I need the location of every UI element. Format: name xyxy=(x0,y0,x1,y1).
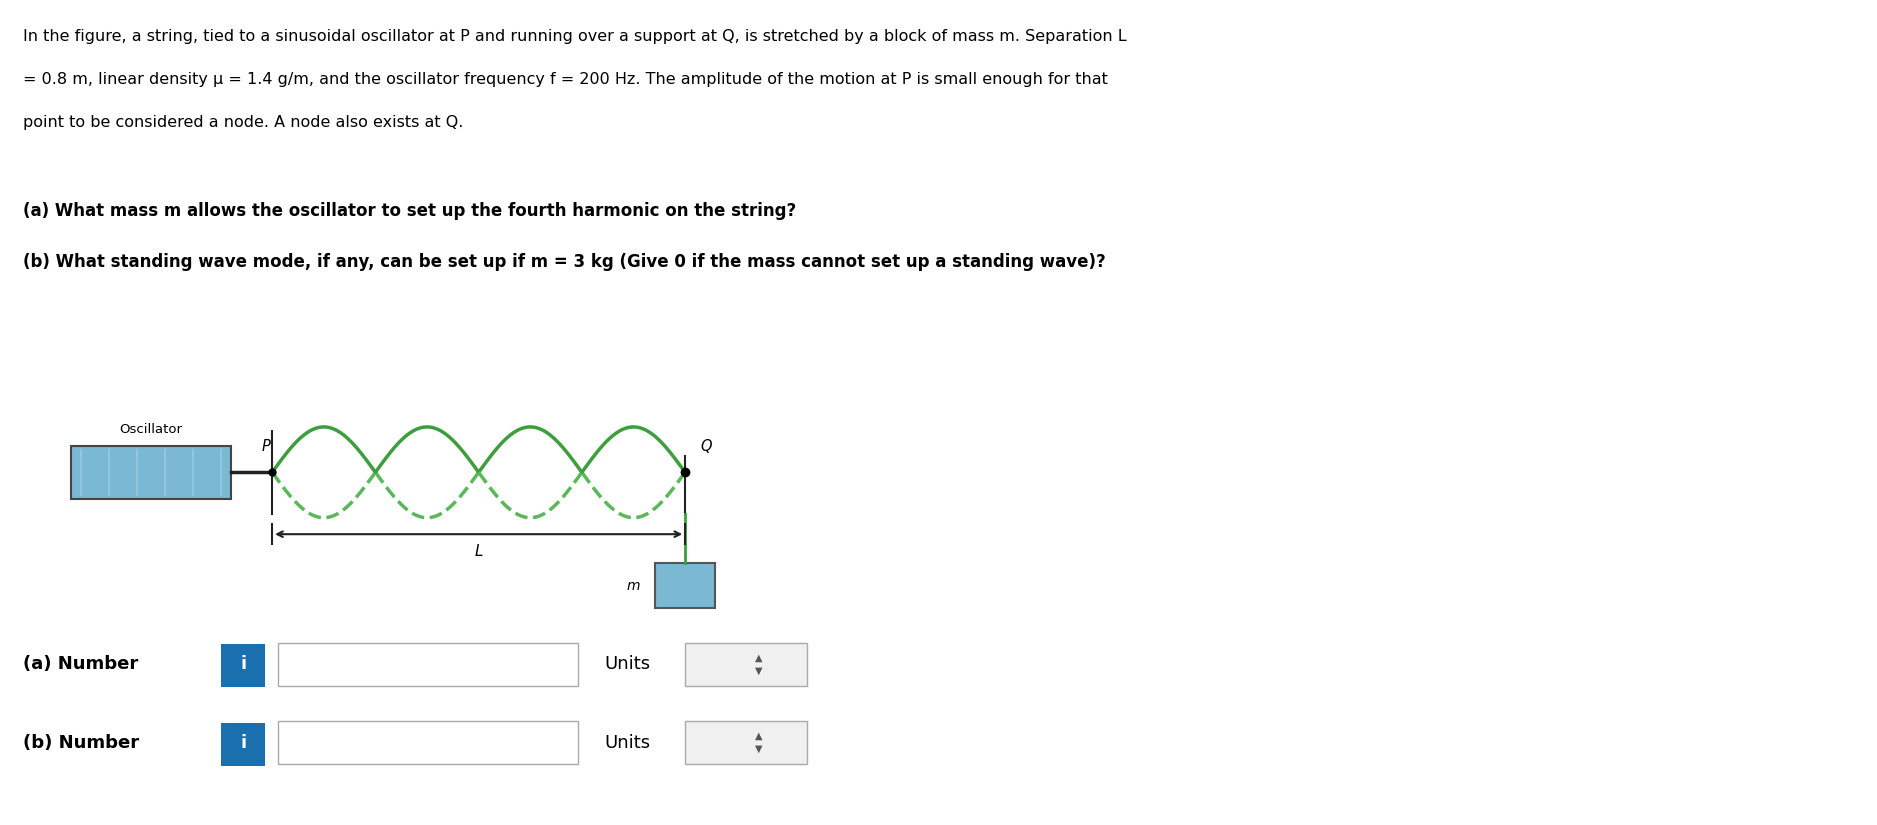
FancyBboxPatch shape xyxy=(278,643,578,686)
Text: point to be considered a node. A node also exists at Q.: point to be considered a node. A node al… xyxy=(23,115,464,130)
Text: ▼: ▼ xyxy=(755,666,762,676)
FancyBboxPatch shape xyxy=(221,723,265,766)
Text: ▼: ▼ xyxy=(755,744,762,754)
Text: (a) What mass m allows the oscillator to set up the fourth harmonic on the strin: (a) What mass m allows the oscillator to… xyxy=(23,202,796,220)
FancyBboxPatch shape xyxy=(221,644,265,687)
Text: (b) What standing wave mode, if any, can be set up if m = 3 kg (Give 0 if the ma: (b) What standing wave mode, if any, can… xyxy=(23,253,1106,271)
Text: ▲: ▲ xyxy=(755,653,762,662)
FancyBboxPatch shape xyxy=(685,643,807,686)
Text: i: i xyxy=(240,733,246,752)
Text: ▲: ▲ xyxy=(755,731,762,741)
Text: i: i xyxy=(240,655,246,673)
Text: m: m xyxy=(627,579,640,592)
Text: L: L xyxy=(475,544,482,559)
Text: Oscillator: Oscillator xyxy=(120,422,182,436)
Text: Q: Q xyxy=(700,439,711,454)
Text: Units: Units xyxy=(604,655,651,673)
Text: P: P xyxy=(263,439,270,454)
Text: = 0.8 m, linear density μ = 1.4 g/m, and the oscillator frequency f = 200 Hz. Th: = 0.8 m, linear density μ = 1.4 g/m, and… xyxy=(23,72,1107,87)
Text: (b) Number: (b) Number xyxy=(23,733,139,752)
Text: (a) Number: (a) Number xyxy=(23,655,137,673)
FancyBboxPatch shape xyxy=(655,563,715,609)
FancyBboxPatch shape xyxy=(278,721,578,764)
FancyBboxPatch shape xyxy=(71,446,231,499)
Text: In the figure, a string, tied to a sinusoidal oscillator at P and running over a: In the figure, a string, tied to a sinus… xyxy=(23,29,1126,44)
Text: Units: Units xyxy=(604,733,651,752)
FancyBboxPatch shape xyxy=(685,721,807,764)
